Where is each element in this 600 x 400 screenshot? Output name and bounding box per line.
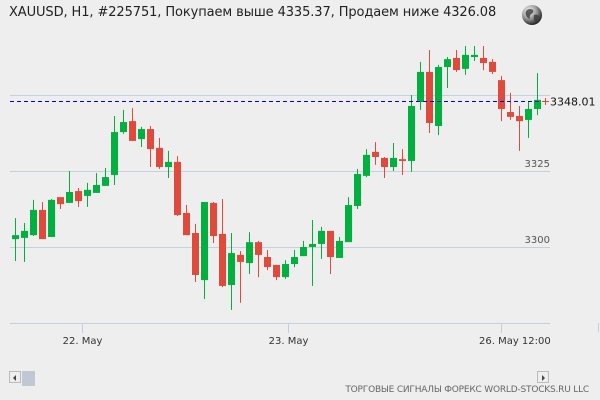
bearish-candle bbox=[255, 240, 262, 278]
bullish-candle bbox=[21, 222, 28, 262]
bearish-candle bbox=[327, 230, 334, 275]
bearish-candle bbox=[192, 223, 199, 282]
candles bbox=[12, 46, 541, 310]
bearish-candle bbox=[39, 202, 46, 240]
bullish-candle bbox=[228, 233, 235, 310]
bullish-candle bbox=[291, 250, 298, 268]
bearish-candle bbox=[237, 250, 244, 303]
x-axis: 22. May 23. May 26. May 12:00 bbox=[10, 323, 599, 347]
bullish-candle bbox=[120, 109, 127, 134]
bullish-candle bbox=[444, 57, 451, 89]
bullish-candle bbox=[165, 150, 172, 178]
bearish-candle bbox=[156, 137, 163, 169]
bullish-candle bbox=[309, 219, 316, 286]
scroll-right-button[interactable] bbox=[537, 371, 549, 383]
time-axis-label: 26. May 12:00 bbox=[479, 336, 551, 347]
bullish-candle bbox=[354, 168, 361, 209]
globe-icon[interactable] bbox=[521, 4, 543, 26]
bearish-candle bbox=[507, 92, 514, 120]
footer-credit: ТОРГОВЫЕ СИГНАЛЫ ФОРЕКС WORLD-STOCKS.RU … bbox=[345, 385, 589, 395]
bearish-candle bbox=[219, 198, 226, 288]
scroll-left-button[interactable] bbox=[9, 371, 21, 383]
bullish-candle bbox=[345, 197, 352, 243]
bullish-candle bbox=[408, 95, 415, 172]
bullish-candle bbox=[201, 202, 208, 299]
bullish-candle bbox=[111, 115, 118, 185]
bearish-candle bbox=[183, 205, 190, 236]
bullish-candle bbox=[48, 198, 55, 237]
price-axis-label: 3300 bbox=[525, 235, 550, 246]
scrollbar-thumb[interactable] bbox=[22, 371, 35, 386]
bullish-candle bbox=[102, 167, 109, 186]
bullish-candle bbox=[390, 143, 397, 171]
bearish-candle bbox=[75, 188, 82, 207]
bearish-candle bbox=[426, 50, 433, 133]
bearish-candle bbox=[210, 202, 217, 244]
bullish-candle bbox=[435, 64, 442, 136]
bullish-candle bbox=[462, 46, 469, 75]
bullish-candle bbox=[363, 149, 370, 178]
current-price-line: 3348.01 bbox=[10, 96, 596, 109]
current-price-label: 3348.01 bbox=[550, 96, 596, 109]
bullish-candle bbox=[534, 73, 541, 116]
bearish-candle bbox=[381, 157, 388, 178]
bullish-candle bbox=[84, 182, 91, 207]
bearish-candle bbox=[498, 75, 505, 122]
grid-lines: 3300 3325 bbox=[10, 95, 550, 248]
bullish-candle bbox=[417, 61, 424, 110]
bearish-candle bbox=[372, 142, 379, 165]
bullish-candle bbox=[471, 46, 478, 61]
chart-title: XAUUSD, H1, #225751, Покупаем выше 4335.… bbox=[9, 5, 497, 20]
bullish-candle bbox=[336, 236, 343, 258]
bullish-candle bbox=[12, 218, 19, 261]
bearish-candle bbox=[480, 46, 487, 71]
bullish-candle bbox=[66, 171, 73, 203]
bearish-candle bbox=[489, 59, 496, 75]
bearish-candle bbox=[399, 149, 406, 175]
bullish-candle bbox=[525, 101, 532, 138]
bearish-candle bbox=[174, 156, 181, 216]
bearish-candle bbox=[273, 264, 280, 281]
price-axis-label: 3325 bbox=[525, 159, 550, 170]
bullish-candle bbox=[246, 232, 253, 275]
time-axis-label: 23. May bbox=[269, 336, 309, 347]
bearish-candle bbox=[129, 108, 136, 141]
bullish-candle bbox=[318, 226, 325, 259]
bullish-candle bbox=[300, 240, 307, 257]
bearish-candle bbox=[57, 197, 64, 209]
bullish-candle bbox=[138, 126, 145, 147]
bearish-candle bbox=[264, 250, 271, 271]
bullish-candle bbox=[30, 199, 37, 237]
bullish-candle bbox=[93, 173, 100, 193]
bullish-candle bbox=[282, 260, 289, 279]
bearish-candle bbox=[453, 50, 460, 72]
bearish-candle bbox=[147, 126, 154, 168]
time-axis-label: 22. May bbox=[63, 336, 103, 347]
bearish-candle bbox=[516, 105, 523, 151]
